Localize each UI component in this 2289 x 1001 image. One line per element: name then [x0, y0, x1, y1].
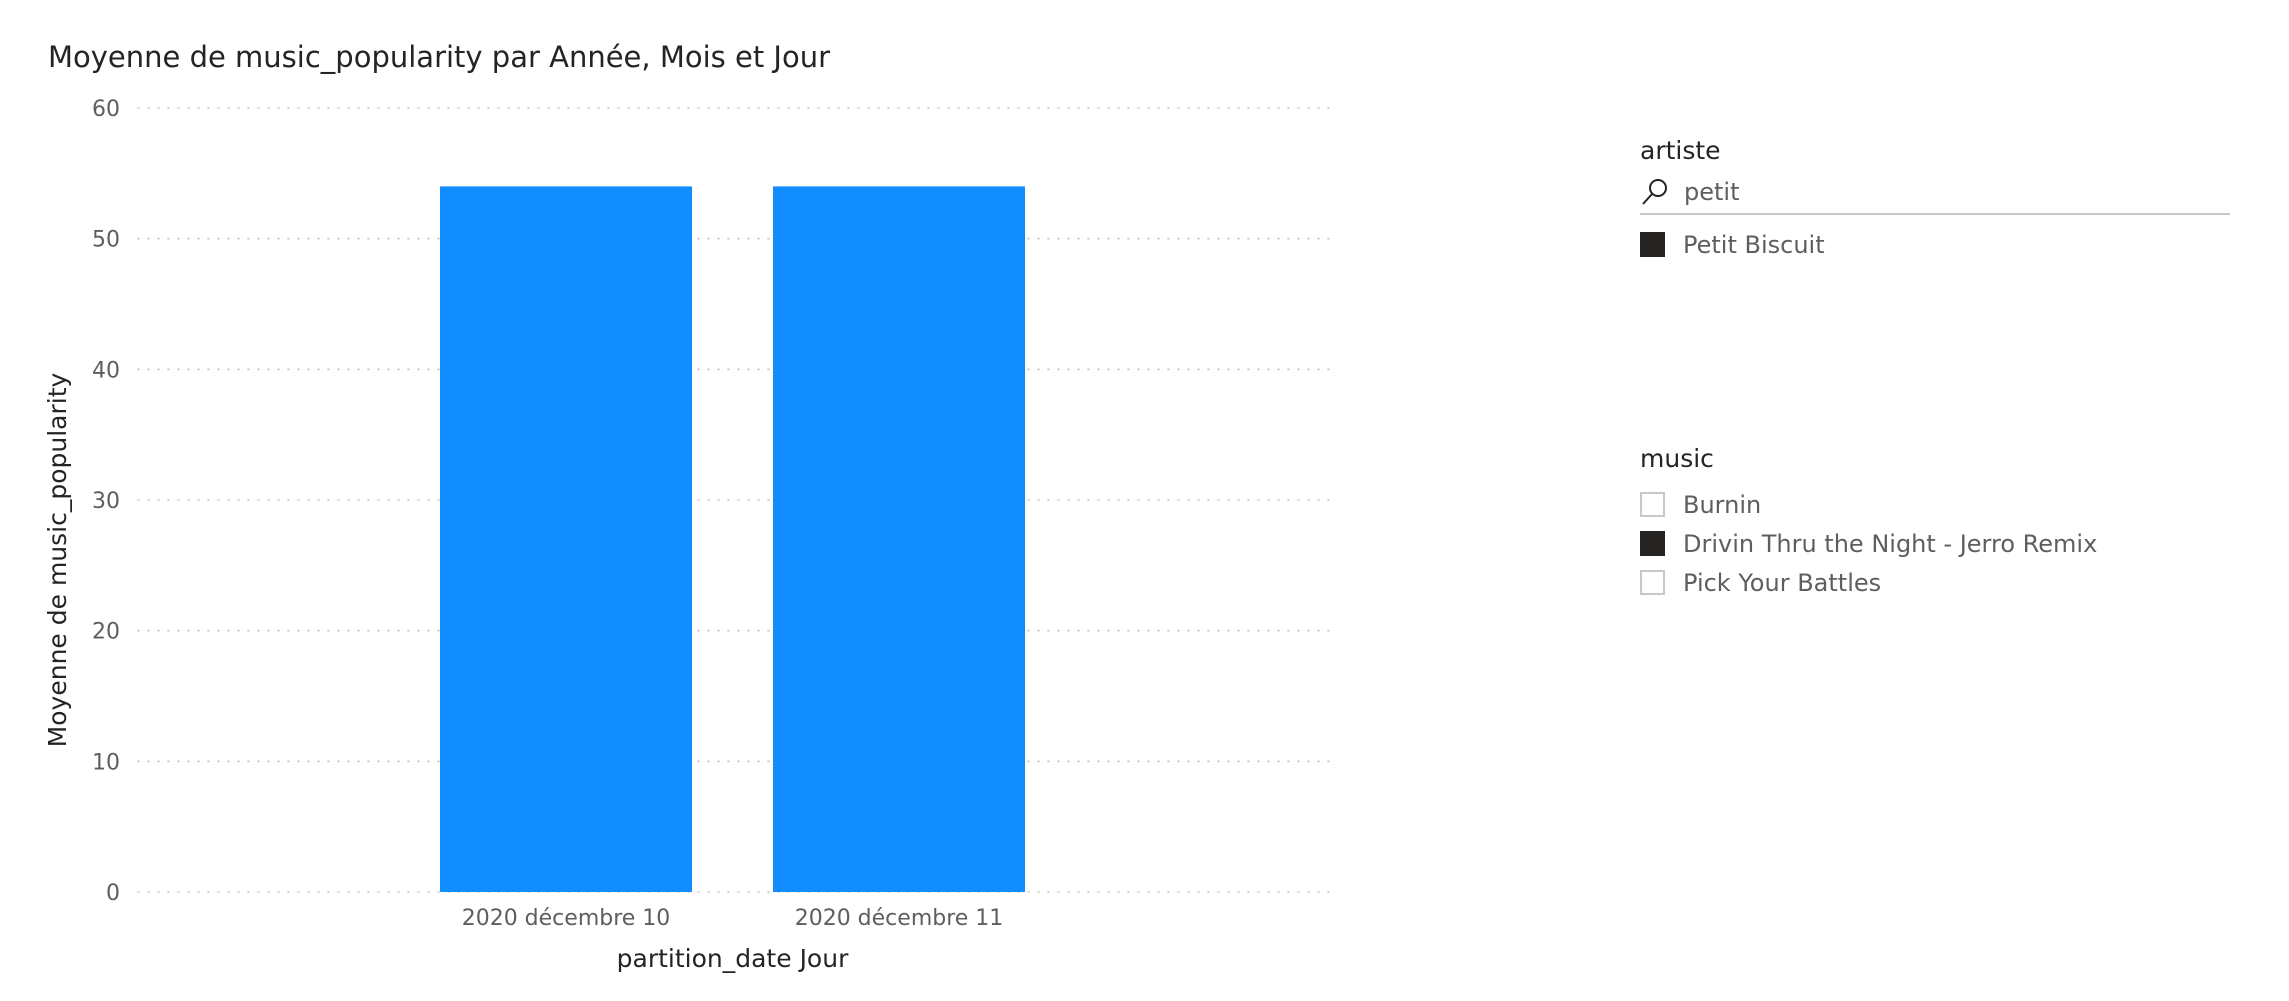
slicer-item-label: Drivin Thru the Night - Jerro Remix: [1683, 529, 2098, 558]
chart-title: Moyenne de music_popularity par Année, M…: [48, 40, 831, 74]
bar-chart-svg: 0 10 20 30 40 50 60 2020 décembre 10 2020 décemb…: [43, 97, 1331, 973]
slicer-item[interactable]: Burnin: [1640, 485, 2240, 524]
slicer-item-label: Petit Biscuit: [1683, 230, 1825, 259]
slicer-search-box[interactable]: petit: [1640, 177, 2230, 215]
bar: [440, 186, 692, 892]
music-slicer: music Burnin Drivin Thru the Night - Jerr…: [1640, 444, 2240, 602]
artiste-slicer: artiste petit Petit Biscuit: [1640, 136, 2240, 264]
y-tick-label: 60: [92, 97, 120, 122]
slicer-item[interactable]: Pick Your Battles: [1640, 563, 2240, 602]
bar: [773, 186, 1025, 892]
slicer-header-music: music: [1640, 444, 1714, 473]
checkbox[interactable]: [1640, 570, 1665, 595]
y-tick-label: 10: [92, 750, 120, 775]
y-tick-label: 30: [92, 489, 120, 514]
bar-chart-visual: Moyenne de music_popularity par Année, M…: [43, 40, 1331, 973]
checkbox[interactable]: [1640, 492, 1665, 517]
slicer-item-label: Pick Your Battles: [1683, 568, 1882, 597]
search-icon: [1642, 179, 1667, 205]
artiste-list: Petit Biscuit: [1640, 225, 2240, 264]
x-tick-label: 2020 décembre 10: [462, 906, 671, 931]
slicer-item[interactable]: Petit Biscuit: [1640, 225, 2240, 264]
search-input[interactable]: petit: [1684, 178, 1740, 206]
y-tick-label: 50: [92, 228, 120, 253]
y-tick-label: 20: [92, 620, 120, 645]
y-tick-label: 0: [106, 881, 120, 906]
checkbox[interactable]: [1640, 232, 1665, 257]
slicer-item[interactable]: Drivin Thru the Night - Jerro Remix: [1640, 524, 2240, 563]
y-axis-title: Moyenne de music_popularity: [43, 372, 72, 747]
slicer-header-artiste: artiste: [1640, 136, 1721, 165]
y-tick-label: 40: [92, 358, 120, 383]
x-tick-label: 2020 décembre 11: [795, 906, 1004, 931]
checkbox[interactable]: [1640, 531, 1665, 556]
slicer-item-label: Burnin: [1683, 490, 1762, 519]
x-axis-title: partition_date Jour: [617, 944, 849, 973]
music-list: Burnin Drivin Thru the Night - Jerro Remi…: [1640, 485, 2240, 602]
